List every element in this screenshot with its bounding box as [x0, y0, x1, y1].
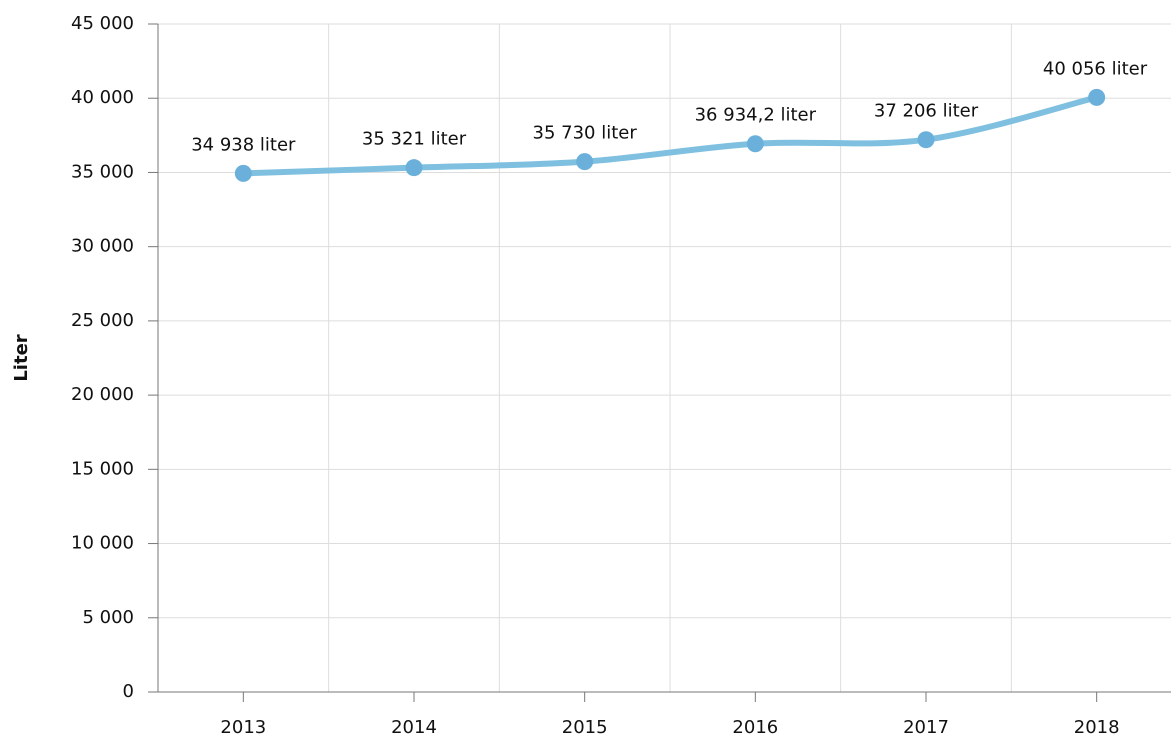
data-label: 37 206 liter	[874, 101, 979, 122]
marker	[1088, 88, 1106, 106]
data-label: 34 938 liter	[191, 134, 296, 155]
data-label: 35 730 liter	[533, 123, 638, 144]
y-tick-label: 10 000	[71, 533, 134, 554]
y-tick-label: 5 000	[82, 607, 134, 628]
x-tick-label: 2016	[732, 717, 778, 738]
marker	[234, 164, 252, 182]
y-axis-label: Liter	[11, 334, 32, 381]
marker	[746, 135, 764, 153]
x-tick-label: 2014	[391, 717, 437, 738]
y-tick-label: 0	[123, 681, 134, 702]
y-tick-label: 20 000	[71, 384, 134, 405]
y-tick-label: 15 000	[71, 458, 134, 479]
marker	[576, 153, 594, 171]
y-tick-label: 45 000	[71, 13, 134, 34]
data-label: 35 321 liter	[362, 129, 467, 150]
data-label: 40 056 liter	[1043, 58, 1148, 79]
y-tick-label: 40 000	[71, 87, 134, 108]
data-label: 36 934,2 liter	[695, 105, 817, 126]
x-tick-label: 2015	[562, 717, 608, 738]
y-tick-label: 25 000	[71, 310, 134, 331]
x-tick-label: 2018	[1074, 717, 1120, 738]
marker	[917, 131, 935, 149]
x-tick-label: 2017	[903, 717, 949, 738]
line	[240, 94, 1100, 177]
x-tick-label: 2013	[220, 717, 266, 738]
y-tick-label: 35 000	[71, 161, 134, 182]
marker	[405, 159, 423, 177]
y-tick-label: 30 000	[71, 236, 134, 257]
